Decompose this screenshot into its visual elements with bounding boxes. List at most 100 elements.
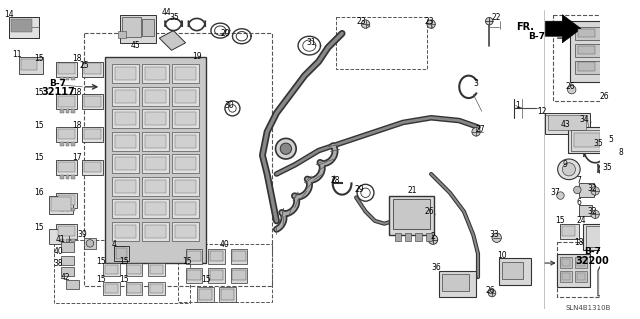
Bar bbox=[230, 249, 248, 264]
Bar bbox=[438, 271, 476, 297]
Bar bbox=[609, 167, 620, 200]
Bar bbox=[66, 280, 79, 289]
Bar bbox=[621, 158, 640, 247]
Bar bbox=[103, 263, 120, 276]
Bar bbox=[579, 183, 594, 197]
Bar bbox=[575, 61, 600, 74]
Bar bbox=[188, 270, 200, 280]
Bar bbox=[54, 240, 190, 303]
Bar bbox=[561, 271, 572, 282]
Text: 8: 8 bbox=[618, 148, 623, 157]
Text: 35: 35 bbox=[602, 163, 612, 172]
Bar bbox=[113, 87, 139, 106]
Bar bbox=[66, 239, 69, 242]
Bar bbox=[405, 233, 412, 241]
Text: 12: 12 bbox=[537, 107, 547, 116]
Bar bbox=[557, 242, 630, 297]
Text: 43: 43 bbox=[560, 120, 570, 129]
Bar bbox=[208, 249, 225, 264]
Bar bbox=[49, 229, 69, 244]
Text: 32: 32 bbox=[588, 183, 597, 193]
Text: 2: 2 bbox=[431, 232, 435, 241]
Bar bbox=[83, 127, 103, 142]
Bar bbox=[230, 268, 248, 283]
Bar bbox=[56, 224, 77, 239]
Bar bbox=[232, 270, 246, 280]
Text: 45: 45 bbox=[131, 41, 141, 50]
Polygon shape bbox=[614, 249, 640, 268]
Bar bbox=[575, 271, 587, 282]
Ellipse shape bbox=[492, 233, 501, 242]
Text: 15: 15 bbox=[182, 257, 192, 266]
Text: 34: 34 bbox=[579, 115, 589, 124]
Text: 17: 17 bbox=[72, 152, 82, 162]
Bar bbox=[84, 63, 101, 74]
Bar bbox=[143, 222, 169, 241]
Bar bbox=[71, 77, 75, 80]
Bar bbox=[115, 67, 136, 80]
Bar bbox=[172, 154, 198, 173]
Bar bbox=[188, 251, 200, 261]
Bar bbox=[575, 257, 587, 268]
Ellipse shape bbox=[428, 211, 435, 218]
Bar bbox=[60, 77, 64, 80]
Bar bbox=[210, 251, 223, 261]
Bar bbox=[186, 268, 202, 283]
Bar bbox=[175, 225, 196, 238]
Bar bbox=[56, 94, 77, 109]
Bar bbox=[51, 197, 71, 211]
Bar bbox=[56, 160, 77, 175]
Bar bbox=[115, 135, 136, 148]
Bar bbox=[232, 251, 246, 261]
Bar bbox=[175, 90, 196, 103]
Text: 3: 3 bbox=[474, 78, 479, 88]
Bar bbox=[113, 109, 139, 128]
Bar bbox=[58, 129, 75, 139]
Bar bbox=[56, 127, 77, 142]
Bar bbox=[58, 195, 75, 205]
Bar bbox=[389, 196, 434, 235]
Text: 14: 14 bbox=[4, 10, 14, 19]
Text: 41: 41 bbox=[56, 235, 66, 244]
Bar bbox=[66, 142, 69, 146]
Bar bbox=[143, 132, 169, 151]
Text: 30: 30 bbox=[225, 101, 234, 110]
Bar bbox=[150, 284, 163, 293]
Bar bbox=[395, 233, 401, 241]
Bar bbox=[608, 29, 625, 37]
Bar bbox=[115, 246, 129, 261]
Bar bbox=[61, 242, 74, 252]
Text: 9: 9 bbox=[563, 160, 568, 169]
Text: 7: 7 bbox=[577, 176, 582, 185]
Text: 6: 6 bbox=[577, 198, 582, 207]
Text: FR.: FR. bbox=[516, 22, 534, 32]
Ellipse shape bbox=[472, 128, 481, 136]
Bar bbox=[148, 263, 165, 276]
Bar bbox=[175, 157, 196, 170]
Bar bbox=[83, 62, 103, 77]
Text: 39: 39 bbox=[77, 230, 87, 240]
Ellipse shape bbox=[276, 138, 296, 159]
Bar bbox=[71, 142, 75, 146]
Bar bbox=[198, 289, 212, 300]
Text: B-7: B-7 bbox=[50, 78, 67, 88]
Bar bbox=[10, 18, 40, 38]
Bar bbox=[210, 270, 223, 280]
Text: 18: 18 bbox=[575, 238, 584, 247]
Bar bbox=[71, 239, 75, 242]
Text: 10: 10 bbox=[497, 251, 507, 260]
Text: 32117: 32117 bbox=[41, 87, 75, 98]
Bar bbox=[208, 268, 225, 283]
Bar bbox=[66, 208, 69, 211]
Text: 5: 5 bbox=[609, 135, 614, 144]
Bar bbox=[60, 208, 64, 211]
Bar bbox=[553, 15, 640, 101]
Bar bbox=[60, 175, 64, 179]
Text: 26: 26 bbox=[565, 82, 575, 91]
Bar bbox=[115, 180, 136, 193]
Ellipse shape bbox=[87, 63, 97, 73]
Bar bbox=[175, 67, 196, 80]
Text: 20: 20 bbox=[220, 29, 230, 38]
Text: 32200: 32200 bbox=[575, 256, 609, 266]
Bar bbox=[575, 27, 600, 40]
